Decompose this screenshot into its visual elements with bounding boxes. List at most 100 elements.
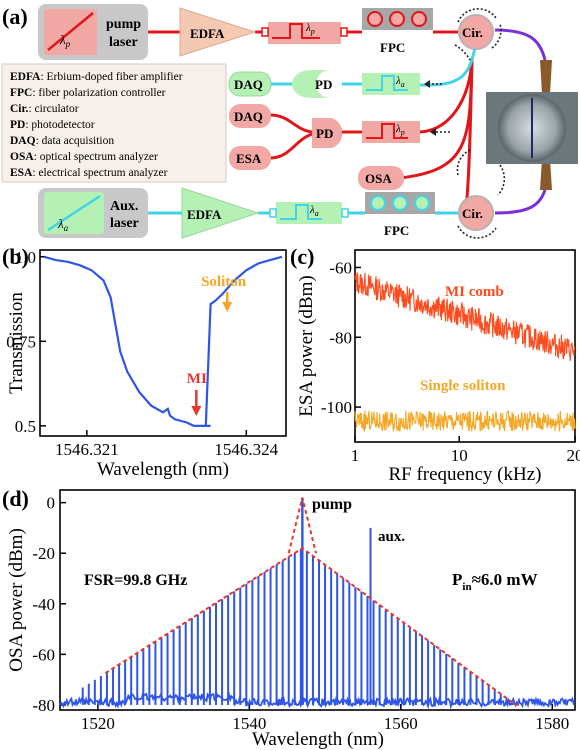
legend-key: PD — [10, 119, 25, 131]
panel-d-label: (d) — [2, 486, 29, 511]
edfa-pump-label: EDFA — [190, 26, 225, 41]
legend-item: ESA: electrical spectrum analyzer — [10, 167, 168, 179]
soliton-arrowhead — [222, 302, 233, 312]
svg-text:PD: PD — [315, 77, 332, 92]
svg-text:λa: λa — [395, 75, 405, 89]
svg-text:Cir.: Cir. — [462, 206, 483, 221]
pump-filter — [268, 22, 341, 44]
pump-laser-label: pump — [106, 17, 141, 32]
chart-d: 0 -20 -40 -60 -80 1520 1540 1560 1580 — [32, 494, 576, 733]
svg-text:DAQ: DAQ — [234, 77, 263, 92]
legend-item: EDFA: Erbium-doped fiber amplifier — [10, 71, 183, 83]
legend-desc: : photodetector — [25, 119, 94, 131]
svg-text:OSA: OSA — [365, 171, 392, 186]
series-label: Single soliton — [420, 378, 506, 394]
svg-text:FPC: FPC — [384, 223, 409, 238]
daq-pump — [229, 104, 271, 128]
legend-item: FPC: fiber polarization controller — [10, 87, 166, 99]
x-tick-label: 1546.321 — [55, 440, 119, 459]
panel-a-label: (a) — [2, 4, 28, 29]
y-tick-label: -20 — [32, 544, 55, 563]
legend-key: Cir. — [10, 103, 29, 115]
legend-key: DAQ — [10, 135, 36, 147]
y-tick-label: -80 — [32, 696, 55, 715]
svg-text:DAQ: DAQ — [234, 109, 263, 124]
legend: EDFA: Erbium-doped fiber amplifier FPC: f… — [10, 71, 183, 179]
svg-text:λa: λa — [57, 216, 69, 233]
legend-key: OSA — [10, 151, 34, 163]
svg-text:laser: laser — [110, 216, 139, 231]
legend-item: OSA: optical spectrum analyzer — [10, 151, 158, 163]
pd-pump — [312, 118, 343, 148]
pin-label: Pin≈6.0 mW — [452, 570, 538, 593]
series-line — [354, 410, 576, 432]
x-tick-label: 1580 — [535, 714, 569, 733]
y-tick-label: 1.0 — [15, 248, 36, 267]
envelope-line — [104, 546, 522, 706]
panel-b-label: (b) — [2, 244, 29, 269]
chart-d-xlabel: Wavelength (nm) — [252, 729, 384, 750]
mi-label: MI — [187, 371, 207, 387]
chart-c: -60 -80 -100 1 10 20 MI comb Single soliton — [321, 258, 580, 465]
fsr-label: FSR=99.8 GHz — [84, 572, 187, 589]
chart-b-frame — [39, 249, 287, 437]
osa — [358, 166, 404, 190]
legend-desc: : circulator — [28, 103, 78, 115]
chart-b: 0.5 0.75 1.0 1546.321 1546.324 Soliton MI — [6, 248, 283, 459]
circulator-bottom — [458, 195, 494, 231]
x-tick-label: 1560 — [384, 714, 418, 733]
legend-box — [1, 63, 227, 183]
y-tick-label: -40 — [32, 595, 55, 614]
circulator-top — [458, 14, 494, 50]
chart-d-ylabel: OSA power (dBm) — [6, 528, 27, 672]
svg-text:Cir.: Cir. — [462, 25, 483, 40]
y-tick-label: 0 — [47, 494, 56, 513]
x-tick-label: 1540 — [232, 714, 266, 733]
legend-key: FPC — [10, 87, 32, 99]
legend-desc: : fiber polarization controller — [32, 87, 165, 99]
edfa-pump — [179, 7, 257, 57]
svg-text:λa: λa — [309, 204, 319, 218]
chart-c-ylabel: ESA power (dBm) — [296, 275, 317, 416]
svg-text:EDFA: EDFA — [187, 207, 222, 222]
chart-c-xlabel: RF frequency (kHz) — [388, 464, 541, 485]
legend-desc: : optical spectrum analyzer — [34, 151, 158, 163]
chart-c-frame — [354, 249, 576, 443]
aux-laser-label: Aux. — [110, 199, 138, 214]
y-tick-label: -60 — [32, 645, 55, 664]
fpc-pump-label: FPC — [380, 40, 405, 55]
svg-text:λp: λp — [395, 123, 405, 137]
series-line — [354, 272, 576, 361]
esa — [229, 146, 271, 170]
legend-key: ESA — [10, 167, 33, 179]
soliton-label: Soliton — [201, 274, 247, 290]
pump-laser-line — [47, 12, 94, 51]
x-tick-label: 1520 — [81, 714, 115, 733]
svg-text:λp: λp — [305, 22, 315, 36]
loop-fiber — [494, 28, 547, 215]
legend-item: DAQ: data acquisition — [10, 135, 114, 147]
legend-item: PD: photodetector — [10, 119, 95, 131]
x-tick-label: 1546.324 — [214, 440, 278, 459]
chart-b-ylabel: Transmission — [6, 292, 27, 394]
chart-b-xlabel: Wavelength (nm) — [97, 459, 229, 480]
x-tick-label: 20 — [567, 446, 580, 465]
envelope-peak — [287, 497, 317, 554]
legend-item: Cir.: circulator — [10, 103, 79, 115]
y-tick-label: -80 — [329, 328, 352, 347]
series-label: MI comb — [445, 284, 504, 300]
svg-text:ESA: ESA — [236, 151, 262, 166]
legend-desc: : electrical spectrum analyzer — [32, 167, 167, 179]
y-tick-label: 0.5 — [15, 417, 36, 436]
aux-annotation: aux. — [378, 529, 405, 545]
mi-arrowhead — [191, 406, 202, 416]
pd-aux — [310, 70, 330, 98]
y-tick-label: -60 — [329, 258, 352, 277]
legend-key: EDFA — [10, 71, 41, 83]
panel-c-label: (c) — [290, 244, 314, 269]
svg-text:laser: laser — [109, 35, 138, 50]
svg-text:λp: λp — [59, 32, 71, 49]
x-tick-label: 1 — [351, 446, 360, 465]
